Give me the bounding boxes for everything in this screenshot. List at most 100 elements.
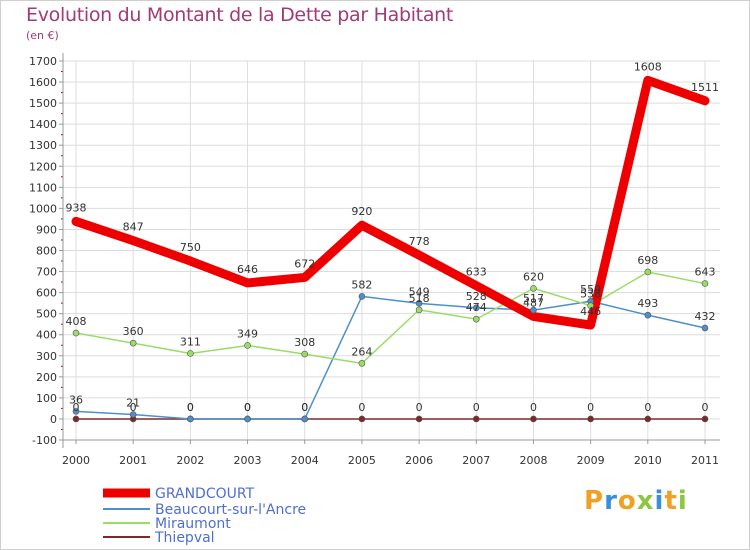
point-grandcourt <box>473 283 479 289</box>
y-tick-label: 500 <box>36 308 57 321</box>
y-tick-label: 1100 <box>29 181 57 194</box>
series-line-1 <box>75 295 706 420</box>
series-line-0 <box>71 75 710 330</box>
point-grandcourt <box>530 313 536 319</box>
x-tick-label: 2006 <box>405 454 433 467</box>
data-label: 938 <box>66 201 87 214</box>
point-series-2 <box>72 329 80 337</box>
x-tick-label: 2007 <box>462 454 490 467</box>
data-label: 0 <box>244 401 251 414</box>
data-label: 1511 <box>691 81 719 94</box>
data-label: 493 <box>637 297 658 310</box>
data-label: 264 <box>351 345 372 358</box>
point-series-1 <box>415 300 423 307</box>
point-grandcourt <box>302 274 308 280</box>
point-series-3 <box>472 415 480 423</box>
data-label: 0 <box>587 401 594 414</box>
data-label: 21 <box>126 397 140 410</box>
data-label: 432 <box>695 310 716 323</box>
data-label: 0 <box>187 401 194 414</box>
data-label: 311 <box>180 335 201 348</box>
point-series-2 <box>415 306 423 314</box>
data-label: 0 <box>644 401 651 414</box>
data-label: 750 <box>180 241 201 254</box>
data-label: 559 <box>580 283 601 296</box>
chart-unit: (en €) <box>26 29 59 42</box>
point-series-3 <box>415 415 423 423</box>
point-series-1 <box>701 324 709 332</box>
data-label: 487 <box>523 296 544 309</box>
proxiti-logo: Proxiti <box>584 486 688 516</box>
point-grandcourt <box>187 258 193 264</box>
point-series-2 <box>358 360 366 367</box>
x-tick-label: 2003 <box>234 454 262 467</box>
point-series-3 <box>358 415 366 423</box>
y-tick-label: 900 <box>36 223 57 236</box>
logo-letter: x <box>636 486 655 516</box>
data-label: 698 <box>637 254 658 267</box>
data-label: 360 <box>123 325 144 338</box>
logo-letter: o <box>617 486 637 516</box>
data-label: 517 <box>523 292 544 305</box>
point-series-2 <box>530 285 537 292</box>
point-series-2 <box>587 302 594 309</box>
point-series-3 <box>701 415 709 423</box>
data-label: 408 <box>66 315 87 328</box>
series-line-2 <box>75 271 706 365</box>
data-label: 0 <box>473 401 480 414</box>
point-series-2 <box>301 350 309 358</box>
y-tick-label: 100 <box>36 392 57 405</box>
logo-letter: i <box>654 486 665 516</box>
logo-letter: i <box>677 486 688 516</box>
legend: GRANDCOURTBeaucourt-sur-l'AncreMiraumont… <box>103 486 306 546</box>
data-label: 643 <box>695 266 716 279</box>
data-label: 549 <box>409 285 430 298</box>
y-tick-label: 400 <box>36 329 57 342</box>
data-label: 847 <box>123 221 144 234</box>
data-label: 633 <box>466 266 487 279</box>
data-label: 0 <box>244 401 251 414</box>
data-label: 778 <box>409 235 430 248</box>
y-tick-label: 700 <box>36 266 57 279</box>
legend-label: Thiepval <box>154 530 215 546</box>
data-label: 518 <box>409 292 430 305</box>
point-series-1 <box>644 311 652 319</box>
point-series-2 <box>244 342 251 349</box>
point-grandcourt <box>245 280 251 286</box>
x-tick-label: 2009 <box>577 454 605 467</box>
x-tick-label: 2008 <box>519 454 547 467</box>
data-label: 620 <box>523 270 544 283</box>
data-label: 474 <box>466 301 487 314</box>
axes <box>59 53 720 448</box>
point-series-2 <box>701 280 709 287</box>
data-label: 0 <box>301 401 308 414</box>
point-series-1 <box>187 415 194 423</box>
point-series-2 <box>644 268 652 276</box>
y-tick-label: 1500 <box>29 97 57 110</box>
y-tick-label: 200 <box>36 371 57 384</box>
logo-letter: t <box>664 486 678 516</box>
point-grandcourt <box>416 252 422 258</box>
data-label: 36 <box>69 393 83 406</box>
data-label: 0 <box>73 401 80 414</box>
data-label: 0 <box>702 401 709 414</box>
point-series-2 <box>472 315 480 323</box>
point-series-3 <box>72 415 80 423</box>
y-tick-label: 1700 <box>29 55 57 68</box>
y-tick-label: 300 <box>36 350 57 363</box>
point-grandcourt <box>130 238 136 244</box>
point-grandcourt <box>702 98 708 104</box>
point-grandcourt <box>73 218 79 224</box>
point-series-3 <box>530 415 537 423</box>
x-tick-label: 2011 <box>691 454 719 467</box>
x-tick-label: 2005 <box>348 454 376 467</box>
point-grandcourt <box>645 77 651 83</box>
chart-title: Evolution du Montant de la Dette par Hab… <box>26 4 454 26</box>
y-tick-label: -100 <box>32 434 57 447</box>
y-tick-label: 600 <box>36 287 57 300</box>
point-series-1 <box>358 293 366 300</box>
data-label: 582 <box>351 278 372 291</box>
series-points <box>72 77 709 423</box>
